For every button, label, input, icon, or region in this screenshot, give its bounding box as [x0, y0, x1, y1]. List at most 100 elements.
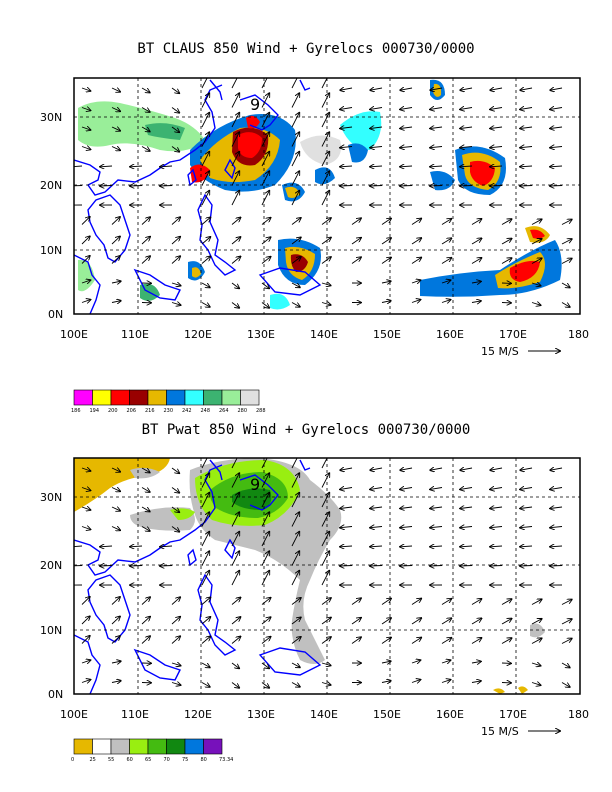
wind-arrow — [430, 527, 443, 528]
colorbar-swatch — [73, 389, 93, 406]
colorbar-label: 80 — [201, 757, 207, 763]
wind-arrow — [520, 468, 533, 470]
wind-arrow — [141, 597, 150, 605]
wind-arrow — [231, 171, 239, 186]
wind-arrow — [490, 488, 503, 490]
wind-arrow — [171, 283, 181, 286]
colorbar-swatch — [92, 389, 112, 406]
wind-arrow — [531, 663, 541, 666]
wind-arrow — [400, 186, 413, 187]
wind-arrow — [141, 636, 150, 644]
wind-arrow — [291, 257, 301, 264]
wind-arrow — [171, 683, 181, 686]
wind-arrow — [340, 186, 353, 187]
wind-arrow — [141, 146, 150, 152]
wind-arrow — [201, 302, 210, 307]
wind-arrow — [291, 532, 299, 547]
wind-arrow — [171, 636, 180, 644]
wind-arrow — [501, 599, 512, 605]
wind-arrow — [340, 166, 353, 167]
wind-arrow — [321, 473, 329, 488]
wind-arrow — [351, 238, 361, 245]
wind-arrow — [291, 152, 299, 167]
wind-arrow — [381, 238, 391, 245]
wind-arrow — [381, 618, 391, 625]
wind-arrow — [520, 546, 533, 547]
wind-arrow — [381, 661, 391, 663]
wind-arrow — [471, 281, 481, 283]
x-tick: 150E — [373, 708, 401, 721]
wind-arrow — [520, 507, 533, 509]
wind-arrow — [231, 598, 241, 605]
wind-arrow — [261, 152, 269, 167]
colorbar-label: 65 — [145, 757, 151, 763]
wind-arrow — [520, 108, 533, 110]
wind-arrow — [430, 566, 443, 567]
colorbar-label: 194 — [90, 408, 100, 414]
colorbar-swatch — [166, 389, 186, 406]
wind-arrow — [441, 599, 451, 605]
colorbar-swatch — [203, 389, 223, 406]
wind-arrow — [321, 532, 329, 547]
wind-arrow — [291, 458, 299, 469]
wind-arrow — [471, 219, 482, 225]
wind-arrow — [111, 88, 120, 92]
wind-arrow — [130, 166, 143, 167]
colorbar-swatch — [184, 389, 204, 406]
wind-arrow — [400, 527, 413, 528]
wind-arrow — [291, 512, 299, 527]
wind-arrow — [291, 617, 301, 625]
wind-arrow — [291, 302, 300, 307]
wind-arrow — [201, 256, 210, 264]
wind-arrow — [550, 527, 563, 528]
wind-arrow — [111, 301, 121, 303]
wind-arrow — [400, 488, 413, 490]
wind-arrow — [171, 256, 180, 264]
wind-arrow — [460, 186, 473, 187]
colorbar-label: 264 — [219, 408, 229, 414]
wind-arrow — [81, 680, 91, 683]
wind-arrow — [460, 546, 473, 547]
wind-arrow — [130, 566, 143, 567]
coastline — [74, 79, 322, 314]
wind-arrow — [201, 636, 210, 644]
wind-arrow — [441, 219, 451, 225]
wind-arrow — [561, 662, 570, 668]
wind-arrow — [490, 468, 503, 470]
wind-arrow — [321, 598, 331, 605]
x-tick: 110E — [121, 328, 149, 341]
wind-arrow — [111, 636, 120, 644]
wind-arrow — [471, 681, 481, 683]
wind-arrow — [400, 566, 413, 567]
wind-arrow — [520, 186, 533, 187]
wind-arrow — [411, 680, 421, 683]
x-tick: 140E — [310, 708, 338, 721]
wind-arrow — [261, 532, 269, 547]
x-tick: 120E — [184, 328, 212, 341]
x-tick: 100E — [60, 708, 88, 721]
wind-arrow — [291, 191, 299, 206]
wind-arrow — [340, 88, 353, 90]
wind-arrow — [201, 458, 209, 469]
wind-arrow — [171, 146, 179, 152]
wind-arrow — [231, 78, 239, 89]
wind-arrow — [111, 468, 120, 472]
panel2-x-ticks: 100E 110E 120E 130E 140E 150E 160E 170E … — [60, 708, 589, 721]
wind-arrow — [441, 680, 451, 683]
wind-arrow — [370, 127, 383, 129]
wind-arrow — [321, 571, 329, 586]
precip-water-field — [74, 458, 545, 694]
wind-arrow — [471, 238, 482, 245]
wind-arrow — [74, 546, 83, 547]
wind-arrow — [321, 113, 329, 128]
wind-arrow — [340, 566, 353, 567]
y-tick: 20N — [40, 559, 62, 572]
wind-arrow — [261, 682, 269, 688]
wind-arrow — [141, 526, 150, 532]
colorbar-label: 0 — [71, 757, 74, 763]
wind-arrow — [171, 303, 181, 306]
colorbar-label: 25 — [90, 757, 96, 763]
colorbar-label: 242 — [182, 408, 192, 414]
wind-arrow — [231, 662, 239, 668]
wind-arrow — [291, 662, 300, 667]
